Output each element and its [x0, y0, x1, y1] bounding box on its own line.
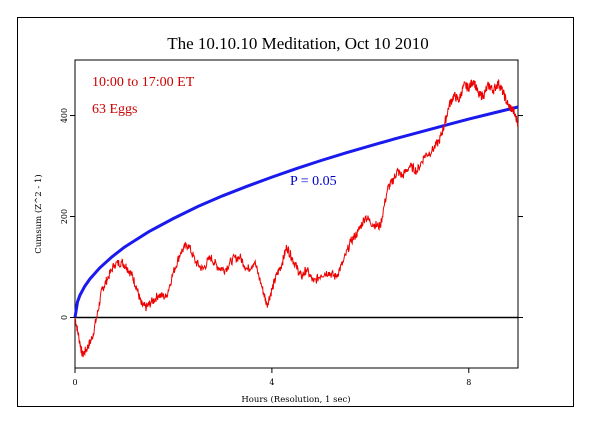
axes-layer: 0 4 8 0 200 400: [60, 108, 523, 387]
y-tick-label: 400: [60, 108, 69, 123]
x-tick-label: 0: [72, 378, 77, 387]
x-axis-label: Hours (Resolution, 1 sec): [241, 394, 350, 405]
chart-frame: [17, 17, 574, 407]
p05-envelope-line: [73, 105, 519, 318]
series-layer: [73, 79, 519, 358]
y-tick-label: 200: [60, 209, 69, 224]
time-range-annotation: 10:00 to 17:00 ET: [92, 75, 195, 90]
probability-annotation: P = 0.05: [290, 174, 337, 189]
x-tick-label: 4: [269, 378, 274, 387]
chart-title: The 10.10.10 Meditation, Oct 10 2010: [167, 34, 429, 53]
y-tick-label: 0: [60, 315, 69, 320]
cumsum-line: [74, 79, 519, 358]
x-tick-label: 8: [466, 378, 471, 387]
eggs-count-annotation: 63 Eggs: [92, 102, 138, 117]
plot-area: [74, 59, 519, 369]
y-axis-label: Cumsum (Z^2 - 1): [33, 174, 44, 253]
